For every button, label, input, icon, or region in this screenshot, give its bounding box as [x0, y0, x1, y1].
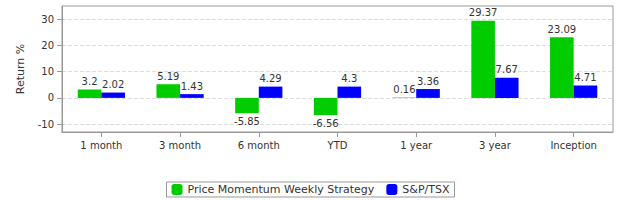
- svg-text:YTD: YTD: [327, 140, 348, 151]
- svg-text:3.36: 3.36: [417, 76, 439, 87]
- svg-text:6 month: 6 month: [238, 140, 280, 151]
- svg-text:7.67: 7.67: [496, 64, 518, 75]
- svg-text:-6.56: -6.56: [313, 118, 339, 129]
- svg-text:3 month: 3 month: [159, 140, 201, 151]
- svg-text:4.3: 4.3: [341, 73, 357, 84]
- svg-text:0: 0: [48, 92, 54, 103]
- svg-text:30: 30: [41, 14, 54, 25]
- svg-text:2.02: 2.02: [102, 79, 124, 90]
- svg-text:4.71: 4.71: [574, 72, 596, 83]
- svg-text:1.43: 1.43: [181, 81, 203, 92]
- svg-text:1 year: 1 year: [400, 140, 433, 151]
- svg-text:3.2: 3.2: [82, 76, 98, 87]
- svg-text:20: 20: [41, 40, 54, 51]
- svg-text:23.09: 23.09: [548, 24, 577, 35]
- svg-text:10: 10: [41, 66, 54, 77]
- svg-text:-10: -10: [38, 119, 54, 130]
- svg-text:-5.85: -5.85: [234, 116, 260, 127]
- svg-text:4.29: 4.29: [259, 73, 281, 84]
- svg-text:Price Momentum Weekly Strategy: Price Momentum Weekly Strategy: [188, 183, 375, 196]
- svg-text:3 year: 3 year: [479, 140, 512, 151]
- svg-text:Return %: Return %: [14, 44, 27, 94]
- svg-text:5.19: 5.19: [157, 71, 179, 82]
- svg-text:0.16: 0.16: [393, 84, 415, 95]
- svg-text:29.37: 29.37: [469, 7, 498, 18]
- svg-text:1 month: 1 month: [80, 140, 122, 151]
- svg-text:S&P/TSX: S&P/TSX: [402, 183, 450, 196]
- svg-text:Inception: Inception: [550, 140, 596, 151]
